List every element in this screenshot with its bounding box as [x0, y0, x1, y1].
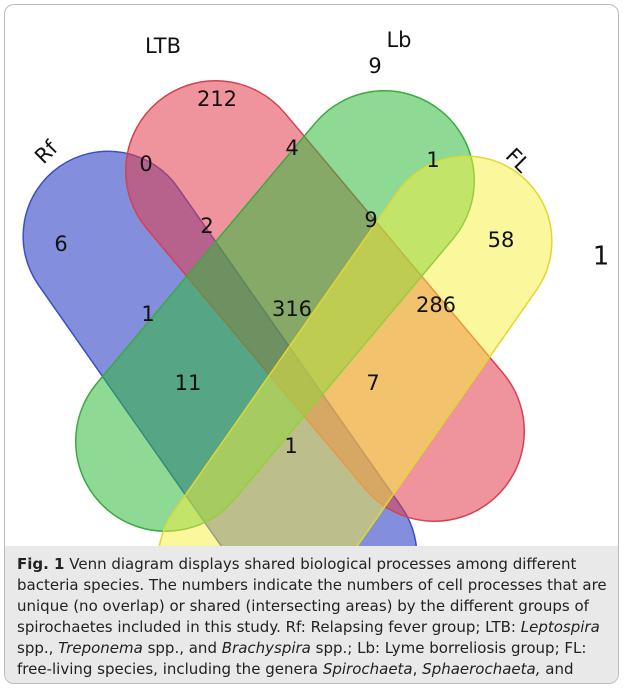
set-shape [157, 155, 553, 550]
caption: Fig. 1 Venn diagram displays shared biol… [5, 546, 618, 683]
region-count: 1 [141, 302, 154, 326]
caption-label: Fig. 1 [17, 555, 65, 573]
caption-text: Sediminispirochaeta [17, 681, 170, 683]
region-count: 0 [139, 152, 152, 176]
caption-text: Venn diagram displays shared biological … [17, 555, 607, 636]
caption-text: spp., and [142, 639, 222, 657]
caption-text: and [540, 660, 574, 678]
side-label: 1 [593, 242, 610, 272]
region-count: 9 [368, 54, 381, 78]
region-count: 2 [200, 214, 213, 238]
region-count: 7 [366, 371, 379, 395]
caption-text: Treponema [58, 639, 143, 657]
caption-text: Sphaerochaeta, [422, 660, 541, 678]
caption-text: Spirochaeta [322, 660, 413, 678]
set-label: Rf [30, 136, 63, 169]
caption-text: Brachyspira [221, 639, 311, 657]
region-count: 9 [364, 208, 377, 232]
set-label: Lb [386, 28, 411, 52]
caption-text: spp.; Lb: Lyme borreliosis group; FL: fr… [17, 639, 587, 678]
region-count: 316 [272, 297, 312, 321]
region-count: 1 [426, 148, 439, 172]
figure: LTB Lb Rf FL 1 212 9 0 4 1 6 2 9 58 1 316 286 11 7 1 F… [4, 4, 619, 684]
region-count: 286 [416, 293, 456, 317]
caption-text: Leptospira [520, 618, 600, 636]
set-label: LTB [145, 34, 181, 58]
region-count: 11 [175, 371, 202, 395]
caption-text: , [412, 660, 423, 678]
region-count: 6 [54, 232, 67, 256]
region-count: 4 [285, 136, 298, 160]
region-count: 1 [284, 434, 297, 458]
caption-text: spp., [17, 639, 59, 657]
region-count: 58 [488, 228, 515, 252]
region-count: 212 [197, 87, 237, 111]
